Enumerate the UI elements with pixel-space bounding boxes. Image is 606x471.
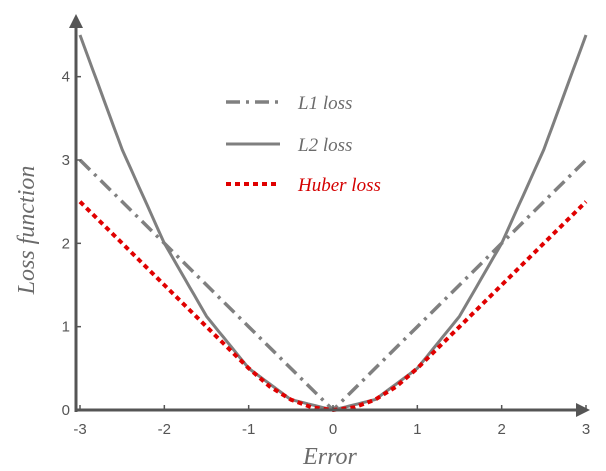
ticks: -3 -2 -1 0 1 2 3 0 1 2 3 4 [62, 69, 591, 438]
y-tick-label: 4 [62, 69, 70, 86]
x-tick-label: 0 [329, 421, 337, 438]
x-axis-title: Error [302, 444, 357, 470]
x-tick-label: 1 [413, 421, 421, 438]
y-tick-label: 1 [62, 319, 70, 336]
legend: L1 loss L2 loss Huber loss [226, 93, 381, 196]
series-line-l1-loss [78, 158, 588, 412]
series-layer [78, 34, 588, 412]
y-tick-label: 2 [62, 235, 70, 252]
series-line-l2-loss [78, 34, 588, 412]
legend-label: Huber loss [297, 175, 381, 196]
axes [69, 14, 590, 417]
x-tick-label: -1 [242, 421, 255, 438]
series-line-huber-loss [78, 200, 588, 412]
x-tick-label: -3 [73, 421, 86, 438]
y-axis-title: Loss function [14, 166, 40, 296]
y-tick-label: 3 [62, 152, 70, 169]
x-axis-arrow-icon [576, 403, 590, 417]
legend-label: L1 loss [297, 93, 352, 114]
y-tick-label: 0 [62, 402, 70, 419]
legend-label: L2 loss [297, 135, 352, 156]
x-tick-label: -2 [158, 421, 171, 438]
x-tick-label: 3 [582, 421, 590, 438]
x-tick-label: 2 [497, 421, 505, 438]
y-axis-arrow-icon [69, 14, 83, 28]
